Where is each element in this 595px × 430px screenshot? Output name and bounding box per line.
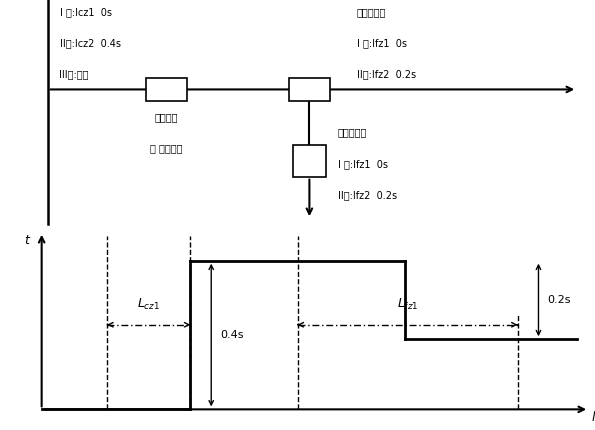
Text: 第 一级开关: 第 一级开关 [151, 143, 183, 153]
FancyBboxPatch shape [293, 145, 326, 177]
Text: 第二级开关: 第二级开关 [338, 127, 367, 138]
Text: I 段:Ifz1  0s: I 段:Ifz1 0s [357, 38, 407, 48]
Text: I 段:Ifz1  0s: I 段:Ifz1 0s [338, 159, 388, 169]
Text: t: t [24, 234, 29, 247]
Text: 第一级开关: 第一级开关 [357, 7, 386, 17]
Text: II段:Ifz2  0.2s: II段:Ifz2 0.2s [338, 190, 397, 200]
FancyBboxPatch shape [146, 78, 187, 101]
FancyBboxPatch shape [289, 78, 330, 101]
Text: $L_{fz1}$: $L_{fz1}$ [397, 297, 418, 312]
Text: II段:Ifz2  0.2s: II段:Ifz2 0.2s [357, 69, 416, 79]
Text: III段:不投: III段:不投 [60, 69, 89, 79]
Text: I 段:Icz1  0s: I 段:Icz1 0s [60, 7, 111, 17]
Text: II段:Icz2  0.4s: II段:Icz2 0.4s [60, 38, 121, 48]
Text: 0.4s: 0.4s [220, 330, 243, 340]
Text: l: l [592, 411, 595, 424]
Text: $L_{cz1}$: $L_{cz1}$ [137, 297, 160, 312]
Text: 出线开关: 出线开关 [155, 112, 178, 122]
Text: 0.2s: 0.2s [547, 295, 571, 305]
